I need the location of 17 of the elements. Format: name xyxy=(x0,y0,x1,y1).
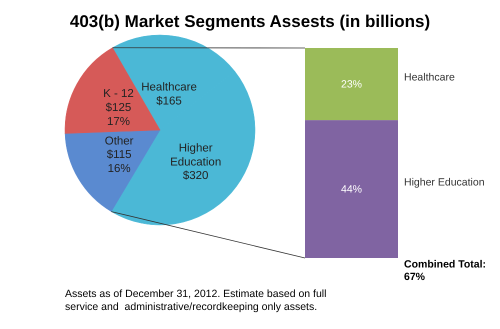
slice-label: Healthcare xyxy=(141,81,197,94)
data-label: $320 xyxy=(182,170,208,182)
series-label: Healthcare xyxy=(404,72,455,84)
data-label: 23% xyxy=(340,78,362,91)
slice-label: Other xyxy=(104,135,134,148)
series-label: Higher Education xyxy=(404,176,485,189)
text: Assets as of December 31, 2012. Estimate based on full service and administrative/recordkeeping only assets. xyxy=(65,288,326,314)
text: Combined Total: xyxy=(404,258,486,270)
slice-label: Higher Education xyxy=(170,142,222,168)
data-label: $125 17% xyxy=(106,102,132,128)
slice-label: K - 12 xyxy=(103,88,134,100)
pie-slice xyxy=(64,130,160,212)
chart-title: 403(b) Market Segments Assests (in billions) xyxy=(70,12,430,31)
data-label: $115 16% xyxy=(106,149,132,176)
total-label: 67% xyxy=(404,270,426,283)
data-label: $165 xyxy=(156,95,182,108)
data-label: 44% xyxy=(340,184,362,196)
